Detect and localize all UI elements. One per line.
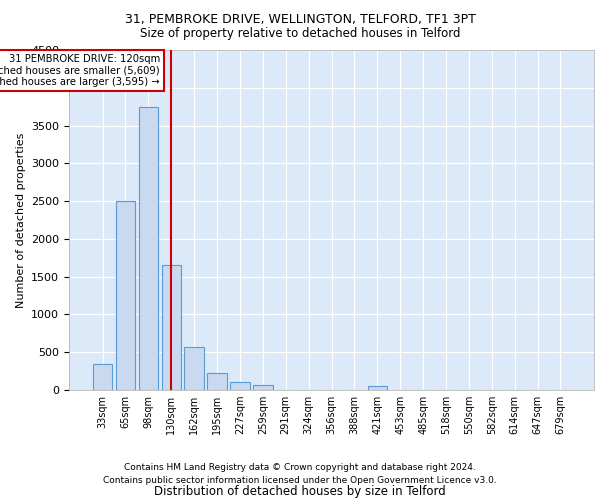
Bar xyxy=(139,106,158,390)
Text: 31, PEMBROKE DRIVE, WELLINGTON, TELFORD, TF1 3PT: 31, PEMBROKE DRIVE, WELLINGTON, TELFORD,… xyxy=(125,12,475,26)
Bar xyxy=(253,386,272,390)
Text: Contains public sector information licensed under the Open Government Licence v3: Contains public sector information licen… xyxy=(103,476,497,485)
Bar xyxy=(230,382,250,390)
Text: Distribution of detached houses by size in Telford: Distribution of detached houses by size … xyxy=(154,484,446,498)
Text: Size of property relative to detached houses in Telford: Size of property relative to detached ho… xyxy=(140,28,460,40)
Bar xyxy=(93,364,112,390)
Bar xyxy=(184,346,204,390)
Y-axis label: Number of detached properties: Number of detached properties xyxy=(16,132,26,308)
Text: 31 PEMBROKE DRIVE: 120sqm
← 61% of detached houses are smaller (5,609)
39% of se: 31 PEMBROKE DRIVE: 120sqm ← 61% of detac… xyxy=(0,54,160,87)
Bar xyxy=(208,373,227,390)
Bar xyxy=(161,266,181,390)
Text: Contains HM Land Registry data © Crown copyright and database right 2024.: Contains HM Land Registry data © Crown c… xyxy=(124,464,476,472)
Bar xyxy=(116,201,135,390)
Bar xyxy=(368,386,387,390)
